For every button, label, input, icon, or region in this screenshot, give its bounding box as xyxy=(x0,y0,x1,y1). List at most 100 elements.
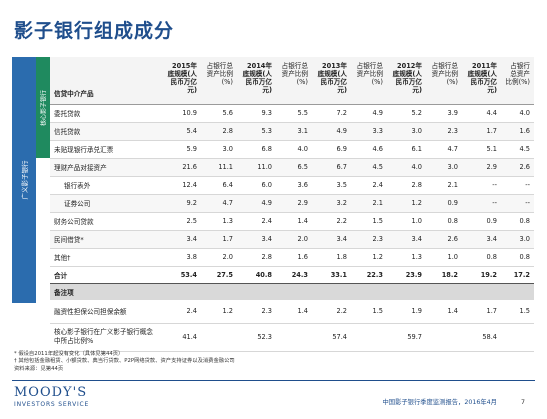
cell-value: 9.2 xyxy=(162,194,201,213)
cell-value xyxy=(276,323,312,352)
cell-value: 19.2 xyxy=(462,265,501,284)
cell-value: 1.2 xyxy=(387,194,426,213)
cell-value xyxy=(426,323,462,352)
column-header: 2011年底规模(人民币万亿元) xyxy=(462,57,501,105)
column-header: 2012年底规模(人民币万亿元) xyxy=(387,57,426,105)
cell-value: 3.4 xyxy=(312,230,351,249)
cell-value: 4.5 xyxy=(351,158,387,177)
table-header-row: 信贷中介产品 2015年底规模(人民币万亿元) 占银行总资产比例(%) 2014年底… xyxy=(50,57,534,105)
cell-value: 2.4 xyxy=(162,300,201,324)
cell-value: 1.5 xyxy=(351,300,387,324)
cell-value xyxy=(501,323,534,352)
cell-value: 4.4 xyxy=(462,104,501,123)
cell-value: 4.9 xyxy=(312,122,351,141)
cell-value: 4.6 xyxy=(351,140,387,159)
cell-value: 3.3 xyxy=(351,122,387,141)
row-label: 理财产品对接资产 xyxy=(50,158,162,177)
table-row: 未贴现银行承兑汇票 5.9 3.0 6.8 4.0 6.9 4.6 6.1 4.7 5.1 4.5 xyxy=(50,140,534,159)
cell-value: 9.3 xyxy=(237,104,276,123)
side-label-broad-text: 广义影子银行 xyxy=(21,160,29,200)
cell-value: 6.9 xyxy=(312,140,351,159)
cell-value: 17.2 xyxy=(501,265,534,284)
column-header: 2014年底规模(人民币万亿元) xyxy=(237,57,276,105)
total-row: 合计 53.4 27.5 40.8 24.3 33.1 22.3 23.9 18.2 19.2 17… xyxy=(50,265,534,284)
cell-value: -- xyxy=(462,176,501,195)
cell-value: 1.6 xyxy=(501,122,534,141)
cell-value: 7.2 xyxy=(312,104,351,123)
cell-value: 1.4 xyxy=(276,212,312,231)
cell-value: 1.7 xyxy=(201,230,237,249)
cell-value: 11.0 xyxy=(237,158,276,177)
row-label: 未贴现银行承兑汇票 xyxy=(50,140,162,159)
cell-value: 27.5 xyxy=(201,265,237,284)
cell-value: 21.6 xyxy=(162,158,201,177)
cell-value: 59.7 xyxy=(387,323,426,352)
cell-value: 23.9 xyxy=(387,265,426,284)
cell-value: -- xyxy=(501,194,534,213)
table-row: 其他† 3.8 2.0 2.8 1.6 1.8 1.2 1.3 1.0 0.8 0.8 xyxy=(50,248,534,267)
cell-value: 4.7 xyxy=(426,140,462,159)
side-label-broad: 广义影子银行 xyxy=(12,57,36,303)
footnote: 资料来源：见第44页 xyxy=(14,365,64,372)
cell-value: 11.1 xyxy=(201,158,237,177)
cell-value: 1.3 xyxy=(387,248,426,267)
row-label: 委托贷款 xyxy=(50,104,162,123)
cell-value: 0.8 xyxy=(501,212,534,231)
column-header: 占银行总资产比例(%) xyxy=(351,57,387,105)
cell-value: 2.6 xyxy=(501,158,534,177)
brand-logo: MOODY'S INVESTORS SERVICE xyxy=(14,385,89,408)
table-row: 证券公司 9.2 4.7 4.9 2.9 3.2 2.1 1.2 0.9 -- -- xyxy=(50,194,534,213)
cell-value: -- xyxy=(501,176,534,195)
cell-value: 40.8 xyxy=(237,265,276,284)
cell-value: 3.0 xyxy=(201,140,237,159)
cell-value: 2.6 xyxy=(426,230,462,249)
cell-value: 12.4 xyxy=(162,176,201,195)
column-header: 占银行总资产比例(%) xyxy=(201,57,237,105)
cell-value: 52.3 xyxy=(237,323,276,352)
cell-value: 2.0 xyxy=(201,248,237,267)
cell-value: 2.2 xyxy=(312,212,351,231)
row-label: 民间借贷* xyxy=(50,230,162,249)
cell-value: 4.0 xyxy=(501,104,534,123)
cell-value: 2.5 xyxy=(162,212,201,231)
table-row: 理财产品对接资产 21.6 11.1 11.0 6.5 6.7 4.5 4.0 3.0 2.9 2.… xyxy=(50,158,534,177)
cell-value: 3.4 xyxy=(387,230,426,249)
cell-value: 1.6 xyxy=(276,248,312,267)
cell-value: 6.8 xyxy=(237,140,276,159)
cell-value: 2.4 xyxy=(351,176,387,195)
row-label: 合计 xyxy=(50,265,162,284)
cell-value: 2.9 xyxy=(462,158,501,177)
cell-value: 2.3 xyxy=(351,230,387,249)
cell-value xyxy=(351,323,387,352)
footnote: † 其他包括金融租赁、小额贷款、典当行贷款、P2P网络贷款、资产支持证券以及消费… xyxy=(14,358,235,365)
cell-value: 6.4 xyxy=(201,176,237,195)
cell-value: 3.9 xyxy=(426,104,462,123)
cell-value: 4.5 xyxy=(501,140,534,159)
cell-value: 2.1 xyxy=(351,194,387,213)
row-label: 其他† xyxy=(50,248,162,267)
row-label: 财务公司贷款 xyxy=(50,212,162,231)
footnotes: * 假设自2011年起没有变化（具体见第44页） † 其他包括金融租赁、小额贷款… xyxy=(14,351,235,373)
cell-value: -- xyxy=(462,194,501,213)
cell-value: 1.7 xyxy=(462,300,501,324)
cell-value: 1.8 xyxy=(312,248,351,267)
cell-value: 5.3 xyxy=(237,122,276,141)
row-label: 银行表外 xyxy=(50,176,162,195)
header-label: 信贷中介产品 xyxy=(50,57,162,105)
page-number: 7 xyxy=(520,399,525,406)
table-row: 银行表外 12.4 6.4 6.0 3.6 3.5 2.4 2.8 2.1 -- -- xyxy=(50,176,534,195)
cell-value: 4.0 xyxy=(387,158,426,177)
cell-value: 3.6 xyxy=(276,176,312,195)
cell-value: 3.8 xyxy=(162,248,201,267)
cell-value: 4.7 xyxy=(201,194,237,213)
cell-value: 1.4 xyxy=(276,300,312,324)
cell-value: 0.9 xyxy=(426,194,462,213)
column-header: 2013年底规模(人民币万亿元) xyxy=(312,57,351,105)
row-label: 融资性担保公司担保余额 xyxy=(50,300,162,324)
cell-value: 3.1 xyxy=(276,122,312,141)
cell-value: 5.9 xyxy=(162,140,201,159)
cell-value: 6.0 xyxy=(237,176,276,195)
cell-value: 2.3 xyxy=(237,300,276,324)
cell-value: 5.6 xyxy=(201,104,237,123)
cell-value: 2.8 xyxy=(201,122,237,141)
